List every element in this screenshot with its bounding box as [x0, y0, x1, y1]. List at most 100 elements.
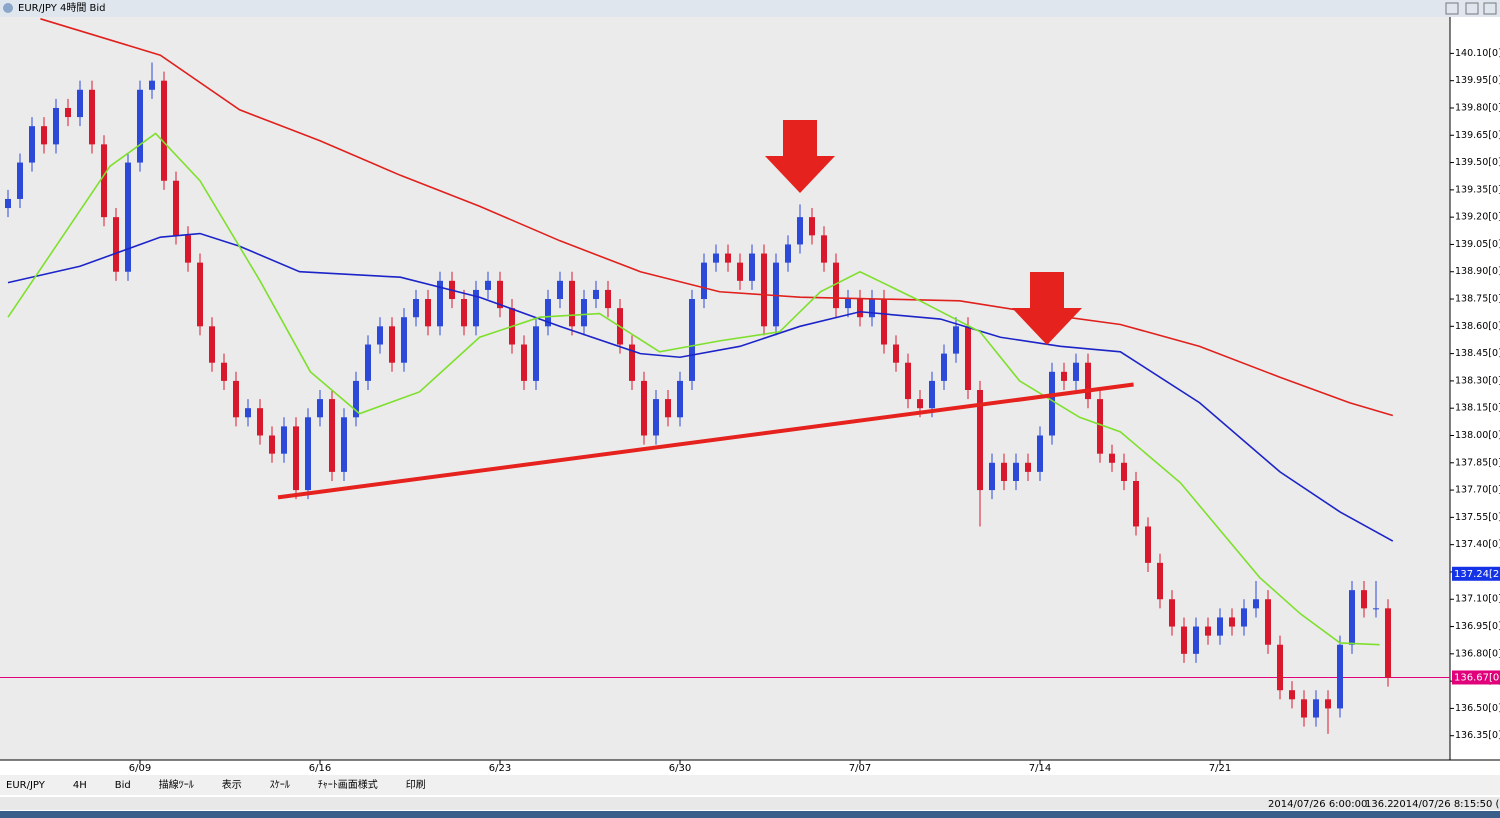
candle-body	[905, 362, 911, 400]
candle-body	[737, 262, 743, 281]
candle-body	[377, 326, 383, 345]
toolbar-button[interactable]: 印刷	[406, 779, 426, 791]
y-tick-label: 139.95[0]	[1455, 75, 1500, 86]
candle-body	[641, 380, 647, 436]
y-tick-label: 138.15[0]	[1455, 403, 1500, 414]
candle-body	[749, 253, 755, 281]
candle-body	[65, 107, 71, 118]
price-label-box	[1452, 670, 1500, 685]
candle-body	[1133, 480, 1139, 527]
candle-body	[413, 299, 419, 318]
candle-body	[689, 299, 695, 381]
y-tick-label: 136.50[0]	[1455, 703, 1500, 714]
trendline	[277, 382, 1134, 500]
y-tick-label: 139.65[0]	[1455, 130, 1500, 141]
candle-body	[881, 299, 887, 345]
y-tick-label: 137.40[0]	[1455, 539, 1500, 550]
y-tick-label: 139.35[0]	[1455, 184, 1500, 195]
candle-body	[701, 262, 707, 300]
y-tick-label: 136.80[0]	[1455, 648, 1500, 659]
candle-body	[581, 299, 587, 327]
toolbar-button[interactable]: Bid	[115, 780, 131, 791]
moving-average	[7, 132, 1380, 646]
candle-body	[1145, 526, 1151, 563]
candle-body	[977, 390, 983, 491]
candle-body	[1037, 435, 1043, 472]
toolbar	[0, 775, 1500, 795]
candle-body	[1025, 462, 1031, 472]
y-tick-label: 136.95[0]	[1455, 621, 1500, 632]
candle-body	[113, 217, 119, 272]
candle-body	[281, 426, 287, 454]
candle-body	[485, 280, 491, 290]
candle-body	[869, 299, 875, 318]
y-tick-label: 138.60[0]	[1455, 321, 1500, 332]
candle-body	[1061, 371, 1067, 381]
x-tick-label: 6/23	[489, 763, 511, 774]
status-bar	[0, 797, 1500, 810]
candle-body	[1373, 608, 1379, 610]
candle-body	[1217, 617, 1223, 636]
candle-body	[1349, 590, 1355, 645]
candle-body	[545, 299, 551, 327]
candle-body	[593, 289, 599, 300]
toolbar-button[interactable]: EUR/JPY	[6, 780, 46, 791]
candle-body	[1121, 462, 1127, 481]
candle-body	[329, 399, 335, 472]
toolbar-button[interactable]: ｽｹｰﾙ	[270, 779, 290, 791]
candle-body	[833, 262, 839, 309]
candle-body	[713, 253, 719, 263]
arrow-marker	[765, 120, 835, 193]
candle-body	[1097, 399, 1103, 454]
maximize-button[interactable]	[1465, 2, 1479, 15]
app-icon	[3, 3, 13, 13]
candle-body	[845, 299, 851, 309]
candle-body	[893, 344, 899, 363]
candle-body	[1157, 562, 1163, 600]
toolbar-button[interactable]: 4H	[73, 780, 87, 791]
title-bar	[0, 0, 1500, 17]
y-tick-label: 138.75[0]	[1455, 294, 1500, 305]
candle-body	[953, 326, 959, 354]
y-tick-label: 138.30[0]	[1455, 375, 1500, 386]
x-tick-label: 6/16	[309, 763, 331, 774]
candle-body	[521, 344, 527, 381]
close-button[interactable]	[1483, 2, 1497, 15]
price-label-box	[1452, 566, 1500, 581]
candle-body	[773, 262, 779, 327]
candle-body	[557, 280, 563, 300]
y-tick-label: 140.10[0]	[1455, 48, 1500, 59]
y-tick-label: 137.70[0]	[1455, 485, 1500, 496]
candle-body	[401, 317, 407, 363]
toolbar-button[interactable]: 描線ﾂｰﾙ	[159, 778, 194, 791]
candle-body	[185, 235, 191, 263]
candle-body	[149, 80, 155, 90]
toolbar-button[interactable]: 表示	[222, 778, 242, 791]
minimize-button[interactable]	[1445, 2, 1459, 15]
candle-body	[1229, 617, 1235, 627]
y-tick-label: 136.35[0]	[1455, 730, 1500, 741]
candle-body	[1313, 699, 1319, 718]
candle-body	[1265, 599, 1271, 645]
candle-body	[1385, 608, 1391, 678]
candle-body	[41, 126, 47, 145]
candle-body	[341, 417, 347, 472]
moving-average	[40, 18, 1394, 417]
candle-body	[425, 299, 431, 327]
window-title: EUR/JPY 4時間 Bid	[18, 2, 106, 14]
candle-body	[1301, 699, 1307, 718]
y-tick-label: 137.55[0]	[1455, 512, 1500, 523]
x-tick-label: 6/09	[129, 763, 151, 774]
candle-body	[1241, 608, 1247, 627]
y-tick-label: 138.00[0]	[1455, 430, 1500, 441]
candle-body	[569, 280, 575, 327]
candle-body	[677, 380, 683, 418]
candle-body	[221, 362, 227, 381]
candle-body	[989, 462, 995, 491]
candle-body	[29, 126, 35, 163]
candle-body	[1181, 626, 1187, 654]
candle-body	[17, 162, 23, 199]
toolbar-button[interactable]: ﾁｬｰﾄ画面様式	[318, 778, 378, 791]
candle-body	[461, 299, 467, 327]
